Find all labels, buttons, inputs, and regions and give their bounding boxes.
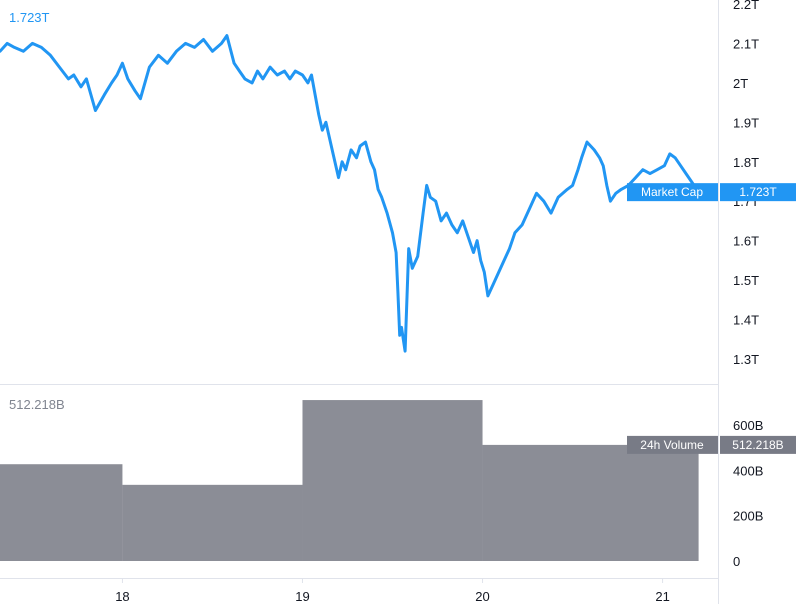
volume-y-tick-label: 200B (733, 509, 763, 524)
volume-series-label-group: 24h Volume 512.218B (627, 435, 796, 454)
y-tick-label: 2.2T (733, 0, 759, 12)
x-tick-label: 20 (475, 589, 489, 604)
y-tick-label: 1.9T (733, 115, 759, 130)
volume-bar-0 (0, 464, 123, 561)
market-cap-pane (0, 34, 701, 353)
volume-last-value: 512.218B (732, 438, 783, 452)
y-axis: 2.2T2.1T2T1.9T1.8T1.7T1.6T1.5T1.4T1.3T60… (733, 0, 763, 569)
last-value-tags: Market Cap 1.723T 24h Volume 512.218B (627, 183, 796, 454)
market-cap-series-label: Market Cap (641, 185, 703, 199)
x-tick-label: 21 (655, 589, 669, 604)
y-tick-label: 1.8T (733, 155, 759, 170)
volume-y-tick-label: 400B (733, 463, 763, 478)
market-cap-series-label-group: Market Cap 1.723T (627, 183, 796, 202)
y-tick-label: 1.3T (733, 352, 759, 367)
y-tick-label: 1.4T (733, 313, 759, 328)
y-tick-label: 1.6T (733, 234, 759, 249)
volume-legend-value: 512.218B (9, 397, 65, 412)
volume-y-tick-label: 0 (733, 554, 740, 569)
volume-y-tick-label: 600B (733, 418, 763, 433)
volume-bar-3 (482, 444, 699, 561)
volume-pane (0, 400, 699, 561)
market-cap-legend-value: 1.723T (9, 10, 50, 25)
market-cap-last-value-box (720, 183, 796, 202)
y-tick-label: 2.1T (733, 36, 759, 51)
volume-series-label: 24h Volume (640, 438, 704, 452)
x-axis: 18 19 20 21 (115, 578, 670, 604)
volume-bar-2 (302, 400, 483, 561)
x-tick-label: 18 (115, 589, 129, 604)
market-cap-series-label-box (627, 183, 718, 202)
y-tick-label: 2T (733, 76, 748, 91)
legend: 1.723T 512.218B (9, 10, 65, 412)
x-tick-label: 19 (295, 589, 309, 604)
volume-last-value-box (720, 435, 796, 454)
market-cap-last-value: 1.723T (739, 185, 777, 199)
volume-bar-1 (122, 484, 303, 561)
market-cap-line (0, 34, 701, 353)
volume-series-label-box (627, 435, 718, 454)
y-tick-label: 1.5T (733, 273, 759, 288)
